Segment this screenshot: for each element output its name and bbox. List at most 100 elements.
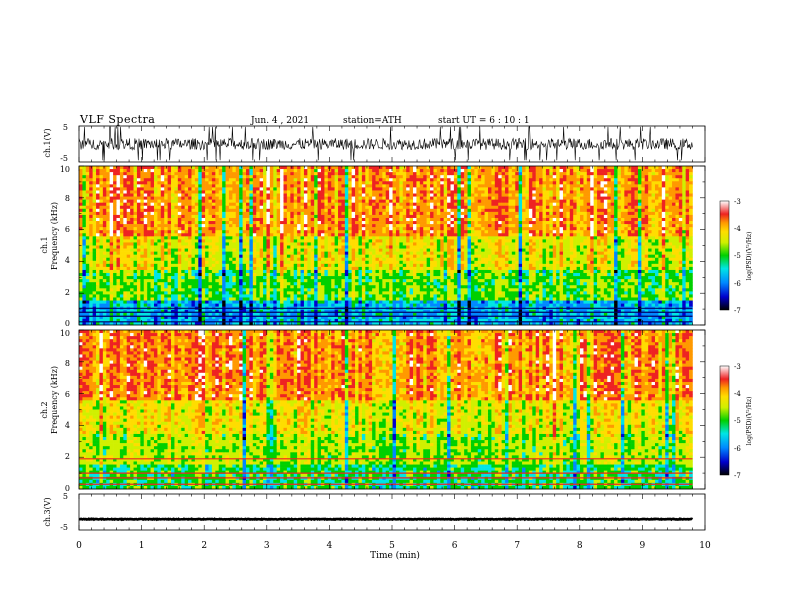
spectrogram-cell <box>150 202 155 207</box>
spectrogram-cell <box>637 205 642 210</box>
spectrogram-cell <box>283 230 288 234</box>
spectrogram-cell <box>334 221 339 225</box>
spectrogram-cell <box>303 230 308 234</box>
spectrogram-cell <box>614 172 618 176</box>
spectrogram-cell <box>201 217 206 222</box>
spectrogram-cell <box>491 166 496 170</box>
spectrogram-cell <box>525 187 530 191</box>
spectrogram-cell <box>433 190 438 194</box>
spectrogram-cell <box>508 190 513 194</box>
spectrogram-cell <box>603 242 608 246</box>
spectrogram-cell <box>106 193 110 197</box>
spectrogram-cell <box>188 199 192 203</box>
spectrogram-cell <box>225 172 230 176</box>
spectrogram-cell <box>562 224 567 228</box>
spectrogram-cell <box>562 239 567 243</box>
spectrogram-cell <box>375 178 380 182</box>
spectrogram-cell <box>654 196 659 200</box>
spectrogram-cell <box>89 217 93 222</box>
spectrogram-cell <box>406 221 410 225</box>
spectrogram-cell <box>218 221 223 225</box>
spectrogram-cell <box>252 193 257 197</box>
spectrogram-cell <box>654 199 659 203</box>
spectrogram-cell <box>508 184 513 188</box>
spectrogram-cell <box>297 190 301 194</box>
spectrogram-cell <box>378 169 383 173</box>
spectrogram-cell <box>269 208 274 213</box>
spectrogram-cell <box>423 239 427 243</box>
spectrogram-cell <box>672 184 676 188</box>
spectrogram-cell <box>147 233 151 237</box>
spectrogram-cell <box>174 214 179 219</box>
spectrogram-cell <box>157 175 162 179</box>
spectrogram-cell <box>314 211 318 216</box>
spectrogram-cell <box>416 166 421 170</box>
spectrogram-cell <box>658 230 663 234</box>
spectrogram-cell <box>181 205 185 210</box>
spectrogram-cell <box>232 242 237 246</box>
spectrogram-cell <box>150 178 155 182</box>
spectrogram-cell <box>300 217 305 222</box>
spectrogram-cell <box>290 202 295 207</box>
spectrogram-cell <box>341 230 346 234</box>
spectrogram-cell <box>562 233 567 237</box>
spectrogram-cell <box>467 208 472 213</box>
spectrogram-cell <box>286 224 291 228</box>
spectrogram-cell <box>147 208 151 213</box>
spectrogram-cell <box>562 187 567 191</box>
spectrogram-cell <box>184 166 189 170</box>
spectrogram-cell <box>508 239 513 243</box>
spectrogram-cell <box>174 199 179 203</box>
spectrogram-cell <box>433 184 438 188</box>
spectrogram-cell <box>327 196 332 200</box>
spectrogram-cell <box>222 214 226 219</box>
spectrogram-cell <box>259 199 264 203</box>
spectrogram-cell <box>303 208 308 213</box>
spectrogram-cell <box>518 245 523 249</box>
spectrogram-cell <box>147 230 151 234</box>
spectrogram-cell <box>672 227 676 231</box>
spectrogram-cell <box>481 214 485 219</box>
spectrogram-cell <box>470 190 475 194</box>
spectrogram-cell <box>133 211 138 216</box>
spectrogram-cell <box>586 221 591 225</box>
spectrogram-cell <box>382 239 387 243</box>
spectrogram-cell <box>467 236 472 240</box>
spectrogram-cell <box>249 181 254 185</box>
spectrogram-cell <box>620 190 625 194</box>
spectrogram-cell <box>324 227 329 231</box>
spectrogram-cell <box>106 175 110 179</box>
spectrogram-cell <box>600 217 605 222</box>
spectrogram-cell <box>167 208 172 213</box>
spectrogram-cell <box>423 230 427 234</box>
spectrogram-cell <box>542 181 547 185</box>
spectrogram-cell <box>627 227 632 231</box>
spectrogram-cell <box>665 205 669 210</box>
spectrogram-cell <box>232 227 237 231</box>
spectrogram-cell <box>89 178 93 182</box>
spectrogram-cell <box>263 196 267 200</box>
spectrogram-cell <box>181 239 185 243</box>
spectrogram-cell <box>368 166 373 170</box>
spectrogram-cell <box>89 205 93 210</box>
spectrogram-cell <box>126 214 131 219</box>
spectrogram-cell <box>678 211 683 216</box>
spectrogram-cell <box>447 190 451 194</box>
spectrogram-cell <box>522 227 526 231</box>
spectrogram-cell <box>614 196 618 200</box>
spectrogram-cell <box>252 172 257 176</box>
spectrogram-cell <box>644 230 649 234</box>
spectrogram-cell <box>198 211 202 216</box>
spectrogram-cell <box>341 199 346 203</box>
spectrogram-cell <box>457 202 462 207</box>
spectrogram-cell <box>232 166 237 170</box>
spectrogram-cell <box>484 236 489 240</box>
spectrogram-cell <box>290 196 295 200</box>
spectrogram-cell <box>361 196 366 200</box>
spectrogram-cell <box>433 208 438 213</box>
spectrogram-cell <box>372 230 376 234</box>
spectrogram-cell <box>218 172 223 176</box>
spectrogram-cell <box>443 236 448 240</box>
spectrogram-cell <box>620 193 625 197</box>
spectrogram-cell <box>624 184 629 188</box>
